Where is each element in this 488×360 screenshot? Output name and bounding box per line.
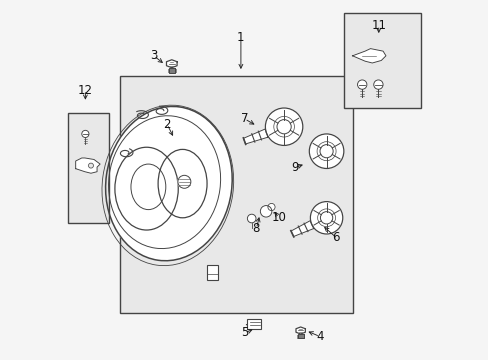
- Text: 11: 11: [370, 19, 386, 32]
- Circle shape: [357, 80, 366, 89]
- Bar: [247, 319, 261, 329]
- Circle shape: [319, 145, 332, 158]
- Polygon shape: [290, 221, 313, 237]
- Ellipse shape: [131, 164, 165, 210]
- Polygon shape: [243, 129, 267, 144]
- Polygon shape: [168, 68, 174, 73]
- Ellipse shape: [158, 149, 206, 218]
- Circle shape: [88, 163, 93, 168]
- Circle shape: [265, 108, 302, 145]
- Text: 7: 7: [240, 112, 248, 125]
- Text: 9: 9: [290, 161, 298, 174]
- Polygon shape: [352, 49, 385, 63]
- Polygon shape: [295, 327, 305, 334]
- Bar: [120, 76, 352, 313]
- Polygon shape: [76, 158, 100, 173]
- Text: 12: 12: [78, 84, 93, 96]
- Text: 3: 3: [150, 49, 157, 62]
- Circle shape: [81, 130, 89, 138]
- Circle shape: [267, 203, 275, 211]
- Text: 6: 6: [332, 231, 339, 244]
- Text: 5: 5: [240, 327, 248, 339]
- Text: 10: 10: [271, 211, 286, 224]
- Polygon shape: [297, 334, 303, 338]
- Circle shape: [373, 80, 382, 89]
- Text: 2: 2: [163, 118, 170, 131]
- Circle shape: [178, 175, 190, 188]
- Circle shape: [320, 212, 332, 224]
- Circle shape: [260, 206, 271, 217]
- Ellipse shape: [115, 147, 178, 230]
- Text: 1: 1: [237, 31, 244, 44]
- Bar: [343, 13, 420, 108]
- Circle shape: [276, 120, 291, 134]
- Polygon shape: [166, 60, 177, 68]
- Ellipse shape: [105, 107, 232, 261]
- Circle shape: [310, 202, 342, 234]
- Bar: [68, 113, 109, 223]
- Bar: [206, 265, 218, 280]
- Text: 4: 4: [316, 330, 323, 343]
- Text: 8: 8: [252, 222, 260, 235]
- Circle shape: [309, 134, 343, 168]
- Circle shape: [247, 214, 256, 223]
